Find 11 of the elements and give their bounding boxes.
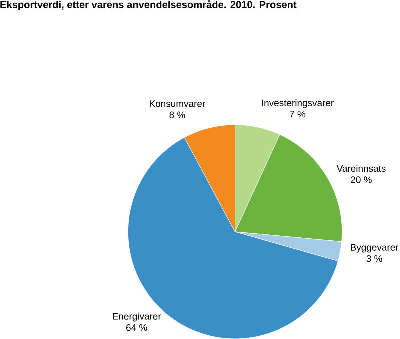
- slice-label: Energivarer: [113, 312, 162, 322]
- slice-label: Investeringsvarer: [262, 99, 334, 108]
- data-label: 7 %: [290, 110, 306, 118]
- slice-label: Konsumvarer: [150, 100, 206, 108]
- slice-label: Vareinnsats: [336, 164, 386, 172]
- data-label: 3 %: [366, 255, 382, 262]
- data-label: 8 %: [170, 112, 186, 118]
- slice-label: Byggevarer: [351, 244, 399, 253]
- data-label: 64 %: [126, 324, 148, 332]
- data-label: 20 %: [351, 176, 372, 184]
- chart-title: Eksportverdi, etter varens anvendelsesområde. 2010. Prosent: [0, 0, 297, 10]
